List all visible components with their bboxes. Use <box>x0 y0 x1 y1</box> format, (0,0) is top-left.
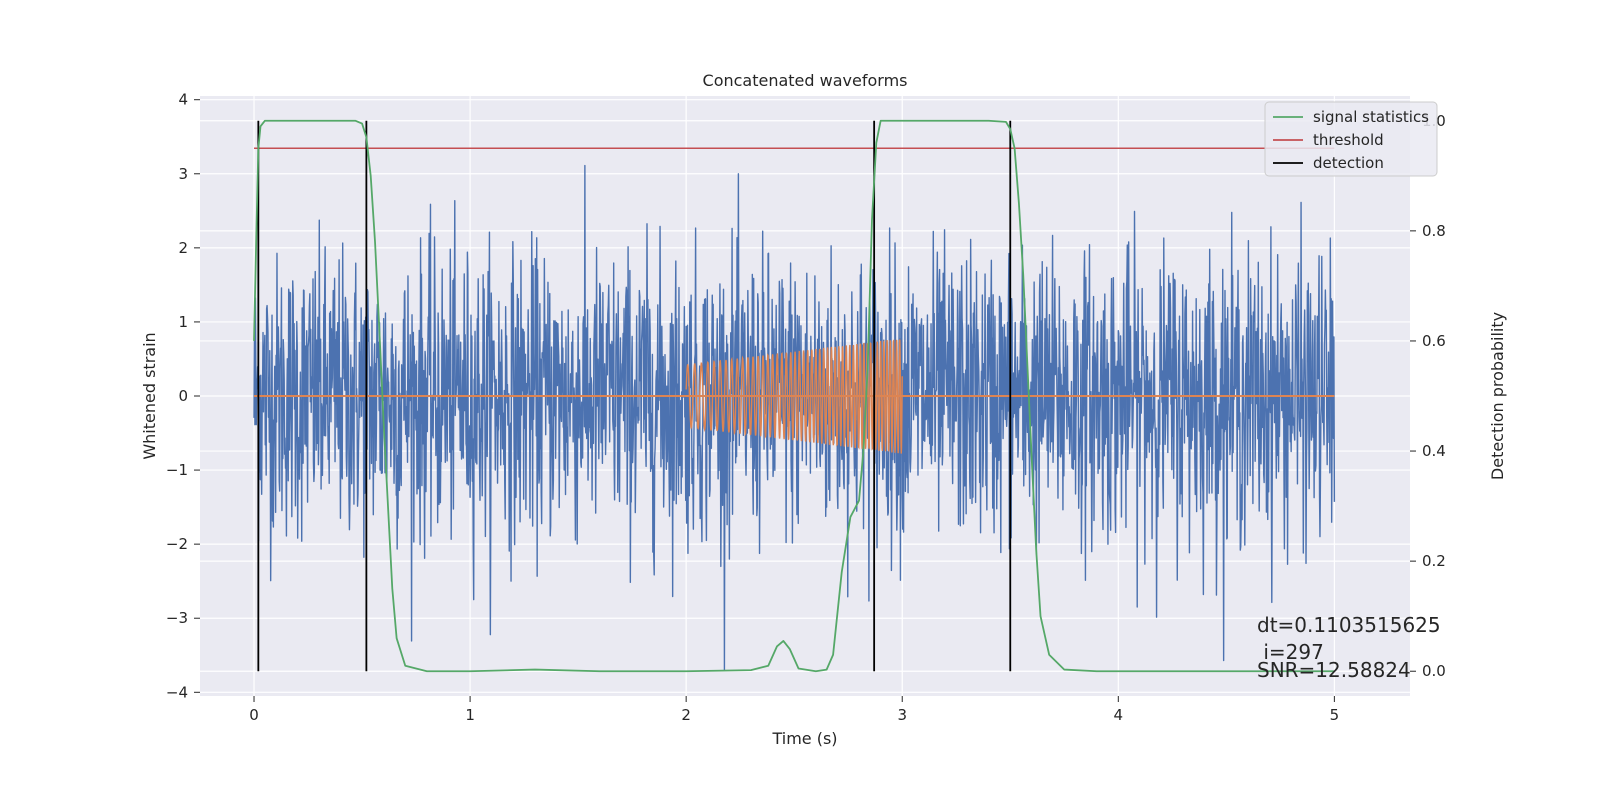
y-tick-label: 3 <box>178 165 188 183</box>
y-tick-label: 4 <box>178 91 188 109</box>
y2-tick-label: 0.4 <box>1422 442 1446 460</box>
x-axis-label: Time (s) <box>771 729 837 748</box>
annotation-snr: SNR=12.58824 <box>1257 658 1411 682</box>
legend-label: detection <box>1313 154 1384 172</box>
y2-tick-label: 0.2 <box>1422 552 1446 570</box>
y-tick-label: −3 <box>166 609 188 627</box>
grid <box>200 96 1410 696</box>
signal-statistics-series <box>253 119 1335 673</box>
x-tick-label: 0 <box>249 706 259 724</box>
x-tick-label: 3 <box>897 706 907 724</box>
y-tick-label: 0 <box>178 387 188 405</box>
legend-label: signal statistics <box>1313 108 1429 126</box>
y-tick-label: 1 <box>178 313 188 331</box>
chirp-waveform <box>685 339 903 454</box>
y-tick-label: 2 <box>178 239 188 257</box>
y2-tick-label: 0.0 <box>1422 662 1446 680</box>
legend-box <box>1264 101 1438 177</box>
x-tick-label: 5 <box>1330 706 1340 724</box>
x-tick-label: 1 <box>465 706 475 724</box>
strain-noise-series <box>253 164 1336 671</box>
y-tick-label: −4 <box>166 683 188 701</box>
x-tick-label: 4 <box>1114 706 1124 724</box>
y2-tick-label: 0.8 <box>1422 222 1446 240</box>
y-tick-label: −2 <box>166 535 188 553</box>
y-tick-label: −1 <box>166 461 188 479</box>
annotation-index: i=297 <box>1257 640 1324 664</box>
legend-label: threshold <box>1313 131 1384 149</box>
chart-title: Concatenated waveforms <box>703 71 908 90</box>
annotation-dt: dt=0.1103515625 <box>1257 613 1441 637</box>
plot-content <box>253 119 1336 673</box>
y-axis-label: Whitened strain <box>140 332 159 459</box>
y2-axis-label: Detection probability <box>1488 312 1507 480</box>
annotations: dt=0.1103515625 i=297 SNR=12.58824 <box>1257 613 1441 682</box>
legend: signal statistics threshold detection <box>1264 101 1438 177</box>
x-tick-label: 2 <box>681 706 691 724</box>
y2-tick-label: 0.6 <box>1422 332 1446 350</box>
